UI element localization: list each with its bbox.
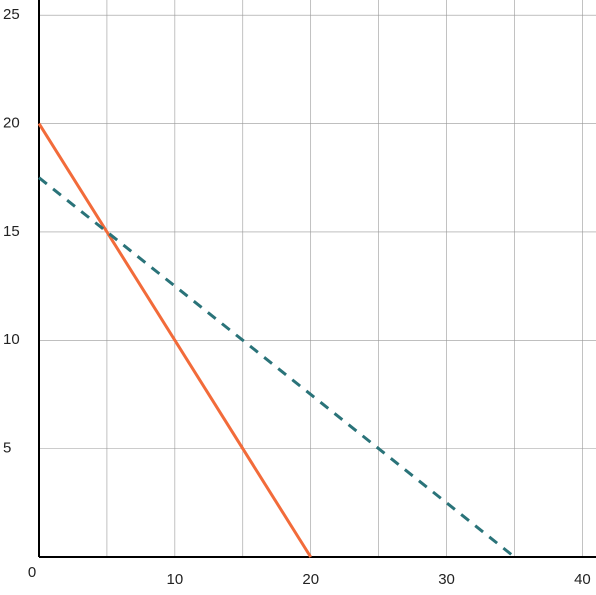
series-line	[38, 176, 516, 559]
x-tick-label: 20	[302, 571, 319, 588]
x-tick-label: 10	[167, 571, 184, 588]
y-tick-label: 20	[3, 115, 20, 132]
x-tick-label: 40	[574, 571, 591, 588]
y-tick-label: 5	[3, 440, 11, 457]
y-tick-label: 15	[3, 223, 20, 240]
x-tick-label: 0	[28, 564, 36, 581]
x-tick-label: 30	[438, 571, 455, 588]
y-tick-label: 10	[3, 331, 20, 348]
series-line	[37, 122, 312, 558]
y-tick-label: 25	[3, 6, 20, 23]
